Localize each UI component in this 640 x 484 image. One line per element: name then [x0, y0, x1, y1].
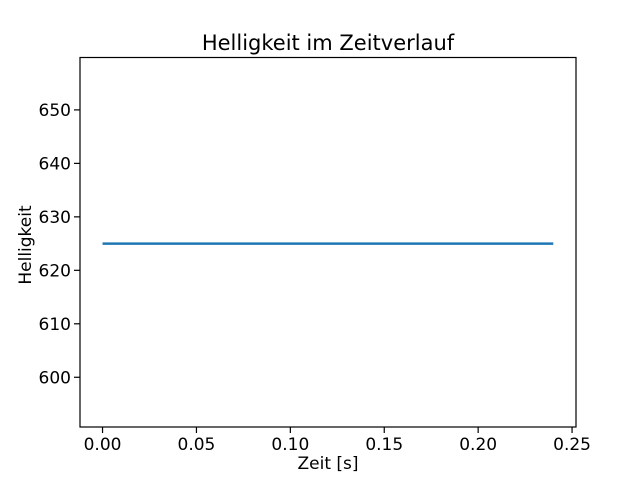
- y-tick-label: 630: [39, 208, 71, 228]
- x-tick-label: 0.00: [84, 435, 122, 455]
- x-tick-label: 0.25: [553, 435, 591, 455]
- y-tick-label: 620: [39, 261, 71, 281]
- chart-title: Helligkeit im Zeitverlauf: [202, 31, 455, 55]
- y-axis-ticks: 600 610 620 630 640 650: [39, 101, 80, 388]
- y-tick-label: 650: [39, 101, 71, 121]
- y-tick-label: 600: [39, 368, 71, 388]
- x-tick-label: 0.15: [365, 435, 403, 455]
- y-tick-label: 640: [39, 154, 71, 174]
- x-tick-label: 0.20: [459, 435, 497, 455]
- x-axis-label: Zeit [s]: [297, 454, 358, 474]
- plot-area: [79, 56, 577, 428]
- x-axis-ticks: 0.00 0.05 0.10 0.15 0.20 0.25: [84, 427, 591, 455]
- y-axis-label: Helligkeit: [16, 205, 36, 285]
- y-tick-label: 610: [39, 315, 71, 335]
- x-tick-label: 0.10: [271, 435, 309, 455]
- x-tick-label: 0.05: [178, 435, 216, 455]
